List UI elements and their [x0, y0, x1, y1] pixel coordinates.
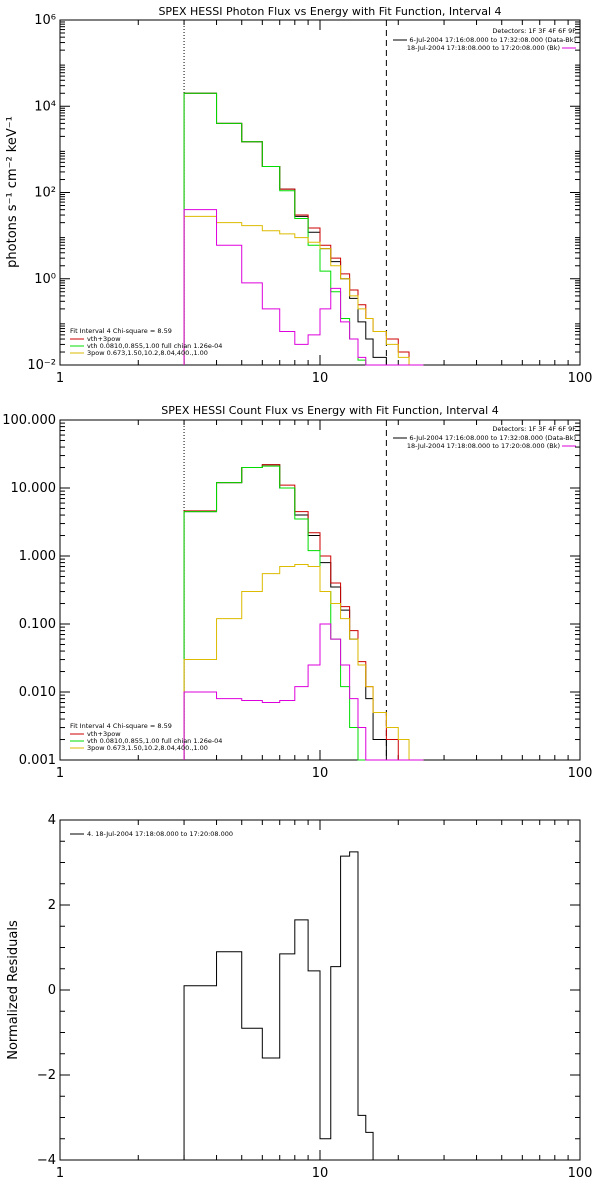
- y-tick-label: −2: [37, 1068, 56, 1083]
- x-tick-label: 10: [312, 766, 329, 781]
- legend-vthpow: vth+3pow: [87, 335, 121, 343]
- x-tick-label: 100: [568, 371, 593, 386]
- y-tick-label: −4: [37, 1153, 56, 1168]
- x-tick-label: 1: [56, 371, 64, 386]
- y-tick-label: 10⁻²: [27, 358, 56, 373]
- y-tick-label: 1.000: [19, 549, 56, 564]
- x-tick-label: 100: [568, 766, 593, 781]
- legend-data-interval: 6-Jul-2004 17:16:08.000 to 17:32:08.000 …: [409, 434, 576, 442]
- y-tick-label: 4: [48, 813, 56, 828]
- x-tick-label: 10: [312, 1166, 329, 1181]
- legend-vth: vth 0.0810,0.855,1.00 full chian 1.26e-0…: [87, 737, 222, 745]
- y-tick-label: 0: [48, 983, 56, 998]
- legend-residual-interval: 4. 18-Jul-2004 17:18:08.000 to 17:20:08.…: [87, 830, 233, 838]
- series-background: [183, 623, 424, 761]
- legend-fit-interval: Fit Interval 4 Chi-square = 8.59: [70, 722, 172, 730]
- residuals-ylabel: Normalized Residuals: [6, 920, 21, 1060]
- series-3pow: [183, 563, 424, 761]
- legend-detectors: Detectors: 1F 3F 4F 6F 9F: [492, 27, 576, 35]
- y-tick-label: 10⁶: [34, 13, 56, 28]
- legend-detectors: Detectors: 1F 3F 4F 6F 9F: [492, 425, 576, 433]
- count-flux-title: SPEX HESSI Count Flux vs Energy with Fit…: [161, 404, 498, 417]
- y-tick-label: 2: [48, 898, 56, 913]
- residuals-legend: 4. 18-Jul-2004 17:18:08.000 to 17:20:08.…: [70, 830, 233, 838]
- legend-vth: vth 0.0810,0.855,1.00 full chian 1.26e-0…: [87, 342, 222, 350]
- residuals-chart: Normalized Residuals 1 10 100 −4 −2 0 2 4 4. 18…: [6, 813, 592, 1181]
- y-tick-label: 100.000: [2, 413, 56, 428]
- x-tick-label: 1: [56, 1166, 64, 1181]
- legend-bk-interval: 18-Jul-2004 17:18:08.000 to 17:20:08.000…: [407, 442, 560, 450]
- y-tick-label: 10⁰: [34, 272, 56, 287]
- photon-flux-legend: Detectors: 1F 3F 4F 6F 9F 6-Jul-2004 17:…: [70, 27, 576, 357]
- legend-fit-interval: Fit Interval 4 Chi-square = 8.59: [70, 327, 172, 335]
- x-tick-label: 100: [568, 1166, 593, 1181]
- y-tick-label: 10.000: [11, 481, 57, 496]
- y-tick-label: 10⁴: [34, 99, 56, 114]
- x-tick-label: 10: [312, 371, 329, 386]
- photon-flux-title: SPEX HESSI Photon Flux vs Energy with Fi…: [158, 5, 501, 18]
- y-tick-label: 0.010: [19, 685, 56, 700]
- series-background: [183, 209, 424, 366]
- y-tick-label: 0.001: [19, 753, 56, 768]
- legend-data-interval: 6-Jul-2004 17:16:08.000 to 17:32:08.000 …: [409, 36, 576, 44]
- y-tick-label: 10²: [34, 186, 56, 201]
- series-3pow: [183, 215, 424, 366]
- legend-3pow: 3pow 0.673,1.50,10.2,8.04,400.,1.00: [87, 744, 208, 752]
- legend-3pow: 3pow 0.673,1.50,10.2,8.04,400.,1.00: [87, 349, 208, 357]
- photon-flux-ylabel: photons s⁻¹ cm⁻² keV⁻¹: [5, 116, 20, 268]
- x-tick-label: 1: [56, 766, 64, 781]
- photon-flux-chart: SPEX HESSI Photon Flux vs Energy with Fi…: [5, 5, 592, 386]
- y-tick-label: 0.100: [19, 617, 56, 632]
- legend-vthpow: vth+3pow: [87, 730, 121, 738]
- count-flux-chart: SPEX HESSI Count Flux vs Energy with Fit…: [2, 404, 592, 781]
- series-4-18-jul-2004-17-18-08-000-to-17-20-08-000: [183, 851, 387, 1161]
- count-flux-legend: Detectors: 1F 3F 4F 6F 9F 6-Jul-2004 17:…: [70, 425, 576, 752]
- legend-bk-interval: 18-Jul-2004 17:18:08.000 to 17:20:08.000…: [407, 44, 560, 52]
